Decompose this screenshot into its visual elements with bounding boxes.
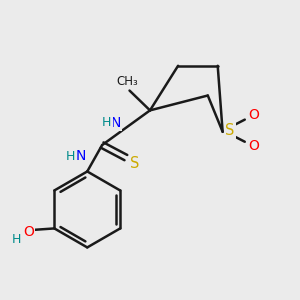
Text: N: N: [111, 116, 121, 130]
Text: S: S: [225, 123, 235, 138]
Text: S: S: [130, 156, 140, 171]
Text: CH₃: CH₃: [116, 75, 138, 88]
Text: N: N: [76, 148, 86, 163]
Text: H: H: [102, 116, 112, 129]
Text: H: H: [12, 233, 21, 246]
Text: O: O: [23, 225, 34, 239]
Text: O: O: [248, 108, 259, 122]
Text: H: H: [66, 150, 76, 163]
Text: O: O: [248, 139, 259, 153]
